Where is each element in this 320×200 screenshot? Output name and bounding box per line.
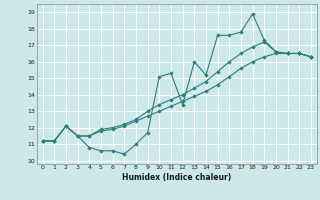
X-axis label: Humidex (Indice chaleur): Humidex (Indice chaleur) bbox=[122, 173, 231, 182]
